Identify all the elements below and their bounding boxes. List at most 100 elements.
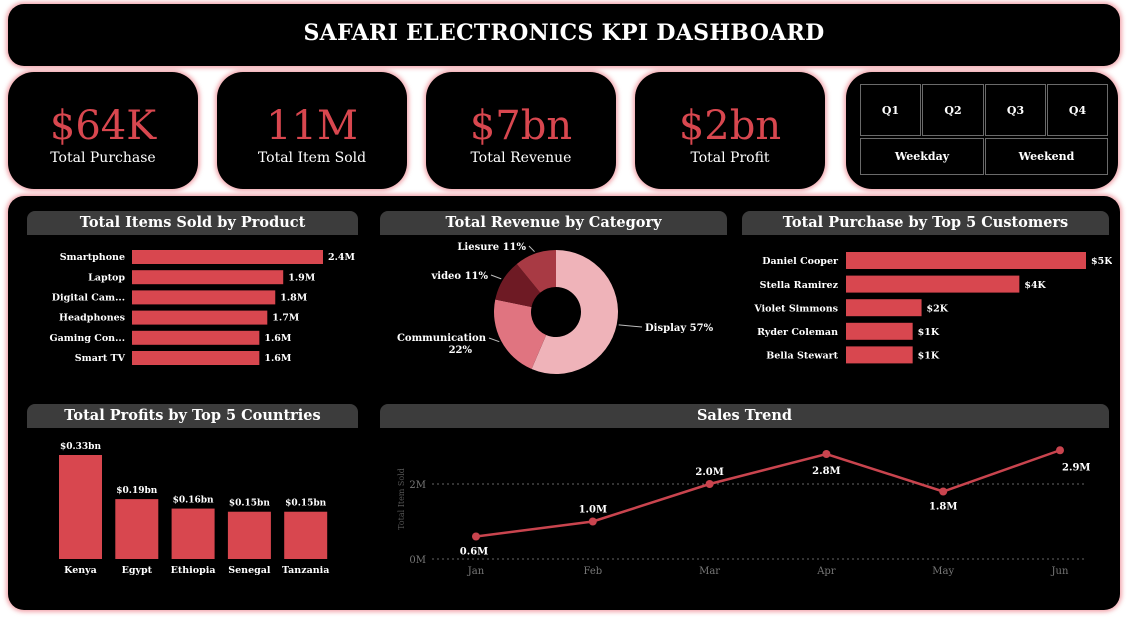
category-label: Gaming Con... [49, 333, 125, 344]
bar [171, 508, 215, 559]
slicer-weekend-button[interactable]: Weekend [985, 138, 1108, 175]
bar [132, 351, 260, 365]
slicer-q4-button[interactable]: Q4 [1047, 84, 1108, 136]
purchase-by-customers-chart: Daniel Cooper $5K Stella Ramirez $4K Violet … [753, 252, 1112, 364]
donut-slice [495, 263, 541, 307]
bar [132, 330, 260, 345]
bar [284, 511, 328, 559]
leader-line [528, 245, 535, 253]
data-label: 2.9M [1062, 462, 1090, 473]
data-label: 1.7M [272, 313, 300, 324]
bar [846, 252, 1086, 269]
data-label: $0.33bn [60, 442, 101, 452]
data-label: 2.0M [695, 467, 723, 478]
data-label: $1K [918, 351, 940, 362]
bar [132, 310, 268, 325]
data-label: 2.4M [328, 252, 356, 263]
x-tick-label: May [932, 566, 954, 577]
data-label: 1.8M [280, 292, 308, 303]
category-label: Kenya [64, 565, 97, 576]
profits-by-countries-header: Total Profits by Top 5 Countries [27, 404, 358, 428]
kpi-value: $2bn [678, 103, 782, 149]
x-tick-label: Apr [816, 566, 836, 577]
slicer-q3-button[interactable]: Q3 [985, 84, 1046, 136]
category-label: Violet Simmons [753, 303, 838, 314]
kpi-label: Total Purchase [50, 150, 156, 166]
y-axis-label: Total Item Sold [397, 468, 406, 530]
category-label: Digital Cam... [52, 292, 125, 303]
category-label: Ethiopia [171, 565, 216, 576]
title-bar: SAFARI ELECTRONICS KPI DASHBOARD [8, 4, 1120, 66]
data-label: 1.8M [929, 502, 957, 513]
data-point [705, 480, 714, 488]
data-label: $0.19bn [116, 486, 157, 496]
leader-line [490, 274, 502, 280]
series-line [475, 449, 1061, 538]
category-label: Smartphone [60, 252, 125, 263]
kpi-label: Total Revenue [470, 150, 572, 166]
category-label: Tanzania [282, 565, 329, 576]
slice-label: Communication [397, 333, 487, 344]
slice-label: Liesure 11% [457, 242, 526, 253]
bar [132, 250, 323, 264]
data-label: $2K [927, 303, 949, 314]
data-label: $0.15bn [229, 499, 270, 509]
items-by-product-header: Total Items Sold by Product [27, 211, 358, 235]
leader-line [488, 337, 500, 343]
data-point [822, 450, 831, 458]
kpi-card-total-item-sold: 11M Total Item Sold [217, 72, 407, 189]
category-label: Egypt [122, 565, 153, 576]
data-label: $1K [918, 327, 940, 338]
data-label: 0.6M [460, 547, 488, 558]
leader-line [618, 324, 643, 328]
data-label: $5K [1091, 256, 1112, 267]
category-label: Senegal [228, 565, 271, 576]
category-label: Headphones [59, 313, 125, 324]
data-label: $4K [1024, 280, 1046, 291]
kpi-value: $7bn [469, 103, 573, 149]
category-label: Smart TV [75, 353, 126, 364]
kpi-card-total-revenue: $7bn Total Revenue [426, 72, 616, 189]
bar [59, 455, 102, 559]
data-label: 1.9M [288, 272, 316, 283]
bar [846, 322, 913, 340]
bar [132, 270, 284, 285]
category-label: Daniel Cooper [762, 256, 839, 267]
x-tick-label: Jan [467, 566, 485, 577]
data-label: $0.16bn [173, 496, 214, 506]
data-point [939, 487, 948, 496]
data-label: 1.6M [264, 353, 292, 364]
revenue-by-category-header: Total Revenue by Category [380, 211, 727, 235]
items-by-product-chart: Smartphone 2.4M Laptop 1.9M Digital Cam... 1.… [49, 250, 356, 365]
slicer-q1-button[interactable]: Q1 [860, 84, 921, 136]
kpi-label: Total Profit [690, 150, 770, 166]
kpi-value: $64K [49, 103, 157, 149]
y-tick-label: 0M [409, 555, 426, 566]
x-tick-label: Mar [699, 566, 720, 577]
y-tick-label: 2M [409, 480, 426, 491]
donut-slice [516, 250, 556, 293]
slicer-weekday-button[interactable]: Weekday [860, 138, 984, 175]
period-slicer: Q1 Q2 Q3 Q4 Weekday Weekend [846, 72, 1118, 189]
slice-label: video 11% [430, 271, 488, 282]
category-label: Bella Stewart [766, 351, 838, 362]
sales-trend-header: Sales Trend [380, 404, 1109, 428]
x-tick-label: Feb [583, 566, 602, 577]
bar [846, 299, 922, 317]
data-point [1056, 446, 1064, 455]
data-point [472, 532, 480, 541]
category-label: Ryder Coleman [757, 327, 838, 338]
donut-slice [494, 299, 547, 369]
purchase-by-customers-header: Total Purchase by Top 5 Customers [742, 211, 1109, 235]
data-label: 1.0M [579, 505, 607, 516]
data-label: 2.8M [812, 466, 840, 477]
slice-label: Display 57% [645, 323, 714, 334]
data-label: $0.15bn [285, 499, 326, 509]
slicer-q2-button[interactable]: Q2 [922, 84, 984, 136]
kpi-card-total-purchase: $64K Total Purchase [8, 72, 198, 189]
kpi-card-total-profit: $2bn Total Profit [635, 72, 825, 189]
bar [846, 275, 1020, 293]
category-label: Laptop [88, 272, 125, 283]
